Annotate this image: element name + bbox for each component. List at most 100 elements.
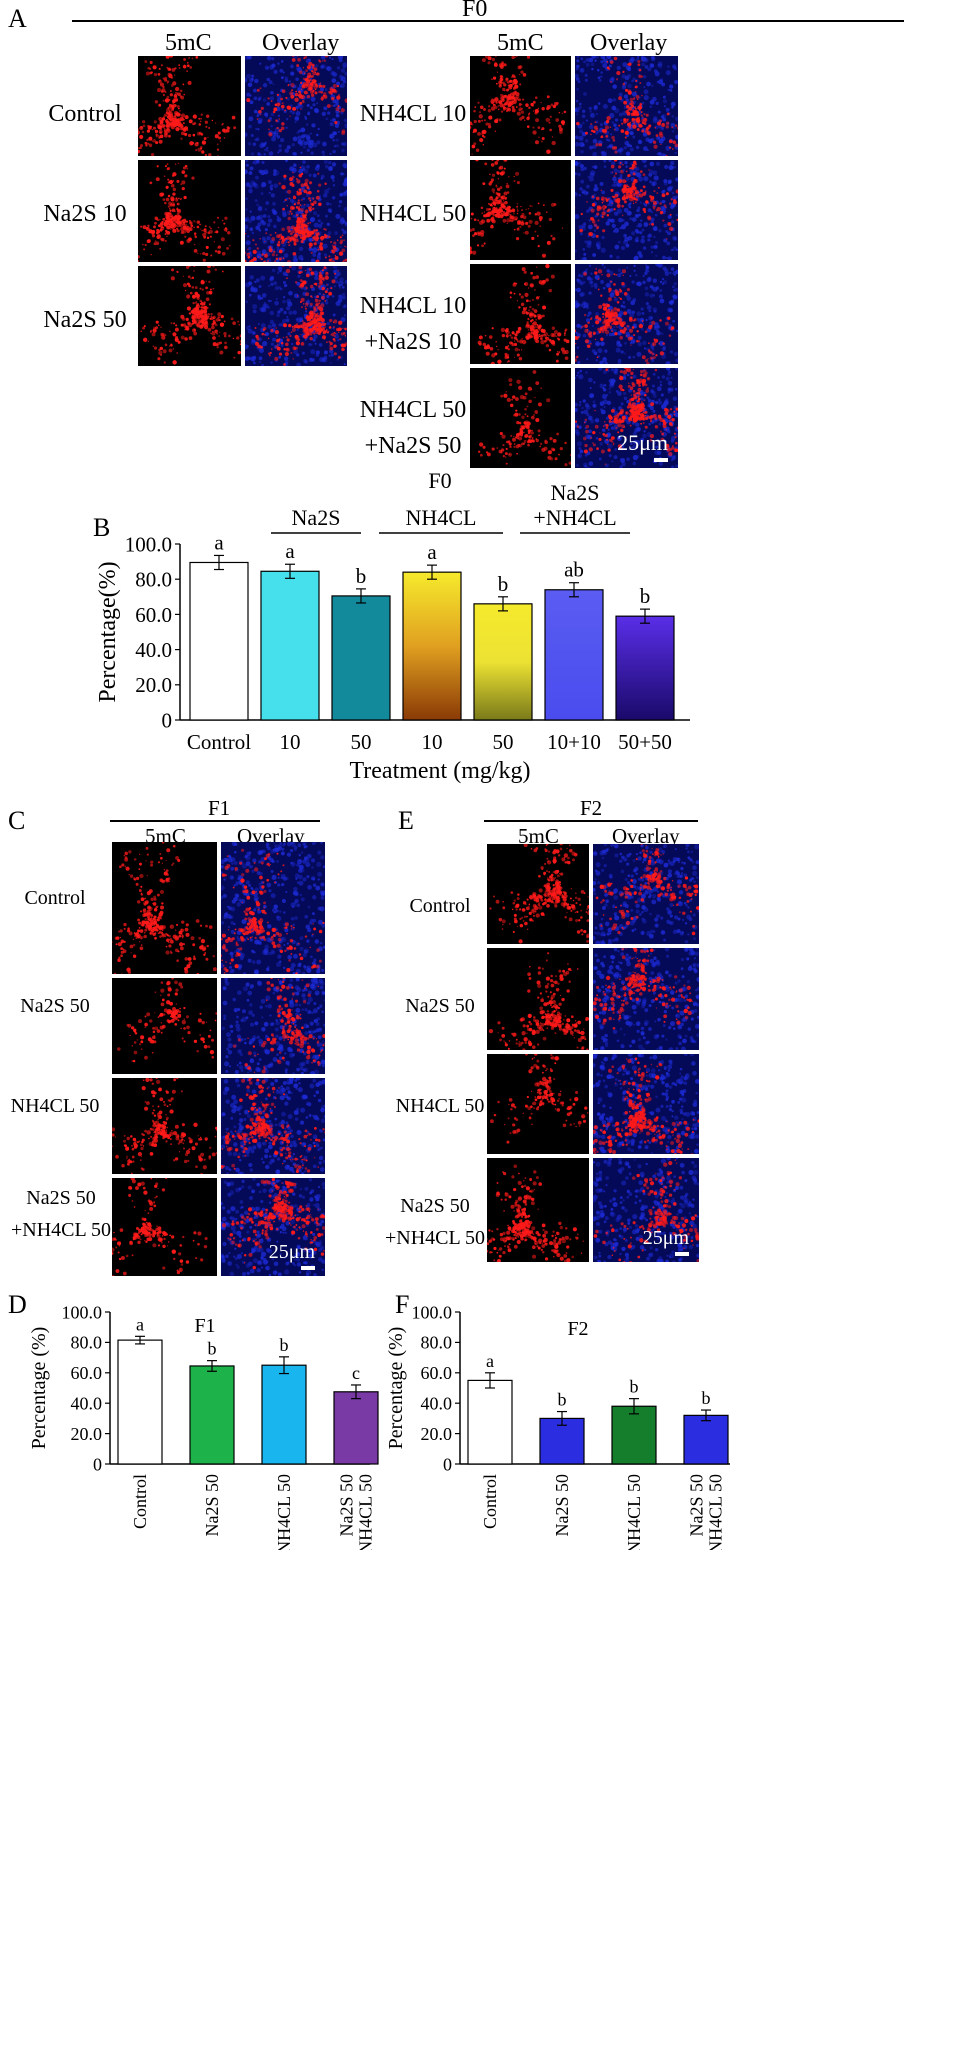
group-label: NH4CL	[406, 505, 477, 530]
micrograph-e-nh4cl-overlay	[593, 1054, 699, 1154]
x-tick-label: 10+10	[547, 730, 601, 754]
panel-c-title-line	[110, 820, 320, 822]
bar	[683, 1414, 729, 1465]
panel-a-title-line	[72, 20, 904, 22]
x-tick-label: +NH4CL 50	[705, 1474, 725, 1550]
bar	[467, 1379, 513, 1465]
y-tick-label: 0	[93, 1454, 102, 1474]
panel-letter-d: D	[8, 1290, 27, 1319]
micrograph-a-na2s50-overlay	[245, 266, 347, 366]
bar	[539, 1417, 585, 1465]
y-tick-label: 0	[162, 708, 173, 732]
micrograph-a-control-overlay	[245, 56, 347, 156]
micrograph-a-nh4cl10-na2s10-5mc	[470, 264, 571, 364]
significance-letter: ab	[564, 558, 584, 582]
scale-bar-a: 25μm	[617, 430, 668, 462]
bar	[189, 561, 249, 721]
significance-letter: b	[640, 584, 651, 608]
micrograph-a-nh4cl50-overlay	[575, 160, 678, 260]
panel-a-left-col-overlay: Overlay	[262, 30, 340, 56]
bar	[615, 615, 675, 721]
chart-title: F1	[194, 1315, 215, 1337]
significance-letter: c	[352, 1363, 360, 1383]
scale-label-a: 25μm	[617, 430, 668, 455]
panel-a-row-label-nh4cl-10-na2s-10: NH4CL 10 +Na2S 10	[359, 293, 467, 355]
micrograph-a-nh4cl10-na2s10-overlay	[575, 264, 678, 364]
bar	[402, 571, 462, 721]
significance-letter: b	[630, 1377, 639, 1397]
scale-bar-e: 25μm	[643, 1227, 689, 1256]
x-tick-label: Na2S 50	[202, 1474, 222, 1537]
scale-label-c: 25μm	[268, 1241, 315, 1263]
group-label: Na2S	[292, 505, 341, 530]
y-tick-label: 40.0	[421, 1394, 453, 1414]
x-tick-label: 50+50	[618, 730, 672, 754]
panel-a-title: F0	[462, 0, 488, 22]
group-label: +NH4CL	[533, 505, 616, 530]
panel-a-row-label-control: Control	[48, 101, 122, 127]
micrograph-e-na2s-5mc	[487, 948, 589, 1050]
y-axis-label: Percentage (%)	[385, 1327, 407, 1450]
panel-e-row-label-na2s-50: Na2S 50	[405, 995, 475, 1017]
panel-a-left-col-5mc: 5mC	[165, 30, 212, 56]
bar	[117, 1339, 163, 1465]
panel-a-row-label-na2s-10: Na2S 10	[43, 201, 127, 227]
x-tick-label: Control	[187, 730, 251, 754]
y-tick-label: 60.0	[71, 1363, 103, 1383]
bar	[260, 570, 320, 721]
y-tick-label: 60.0	[135, 603, 172, 627]
micrograph-a-nh4cl10-5mc	[470, 56, 571, 156]
x-tick-label: 10	[422, 730, 443, 754]
chart-d: 0 20.0 40.0 60.0 80.0 100.0 Percentage (%) a Con…	[28, 1302, 379, 1550]
micrograph-a-na2s10-overlay	[245, 160, 347, 262]
y-tick-label: 20.0	[71, 1424, 103, 1444]
micrograph-c-control-overlay	[221, 842, 325, 974]
panel-e-row-label-combo: Na2S 50 +NH4CL 50	[385, 1195, 485, 1249]
panel-a-row-label-nh4cl-10: NH4CL 10	[359, 101, 467, 127]
micrograph-c-na2s-overlay	[221, 978, 325, 1074]
significance-letter: b	[356, 564, 367, 588]
x-tick-label: Control	[480, 1474, 500, 1529]
y-axis-label: Percentage (%)	[28, 1327, 50, 1450]
significance-letter: a	[285, 539, 295, 563]
chart-title: F0	[428, 470, 451, 493]
micrograph-a-nh4cl50-na2s50-5mc	[470, 368, 571, 468]
x-tick-label: Control	[130, 1474, 150, 1529]
y-tick-label: 20.0	[421, 1424, 453, 1444]
panel-c-title: F1	[208, 796, 231, 820]
bar	[261, 1364, 307, 1465]
x-tick-label: NH4CL 50	[274, 1474, 294, 1550]
panel-c-row-label-na2s-50: Na2S 50	[20, 995, 90, 1017]
scale-label-e: 25μm	[642, 1227, 689, 1249]
panel-a-row-label-nh4cl-50-na2s-50: NH4CL 50 +Na2S 50	[359, 397, 467, 459]
y-tick-label: 40.0	[71, 1394, 103, 1414]
micrograph-a-control-5mc	[138, 56, 241, 156]
micrograph-c-nh4cl-overlay	[221, 1078, 325, 1174]
significance-letter: b	[498, 572, 509, 596]
micrograph-a-na2s10-5mc	[138, 160, 241, 262]
micrograph-c-nh4cl-5mc	[112, 1078, 217, 1174]
y-tick-label: 100.0	[125, 532, 172, 556]
bar	[333, 1391, 379, 1465]
significance-letter: b	[702, 1388, 711, 1408]
y-axis-label: Percentage(%)	[95, 561, 121, 702]
panel-e-title-line	[484, 820, 698, 822]
panel-letter-a: A	[8, 4, 27, 33]
micrograph-e-control-overlay	[593, 844, 699, 944]
x-tick-label: 50	[493, 730, 514, 754]
significance-letter: b	[280, 1335, 289, 1355]
x-tick-label: Na2S 50	[552, 1474, 572, 1537]
panel-a-row-label-na2s-50: Na2S 50	[43, 307, 127, 333]
group-label: Na2S	[551, 480, 600, 505]
significance-letter: a	[427, 540, 437, 564]
y-tick-label: 100.0	[62, 1302, 103, 1322]
panel-e-row-label-control: Control	[409, 895, 471, 917]
significance-letter: b	[208, 1339, 217, 1359]
significance-letter: b	[558, 1390, 567, 1410]
x-tick-label: 50	[351, 730, 372, 754]
x-tick-label: 10	[280, 730, 301, 754]
y-tick-label: 20.0	[135, 673, 172, 697]
panel-c-row-label-control: Control	[24, 887, 86, 909]
x-tick-label: +NH4CL 50	[355, 1474, 375, 1550]
